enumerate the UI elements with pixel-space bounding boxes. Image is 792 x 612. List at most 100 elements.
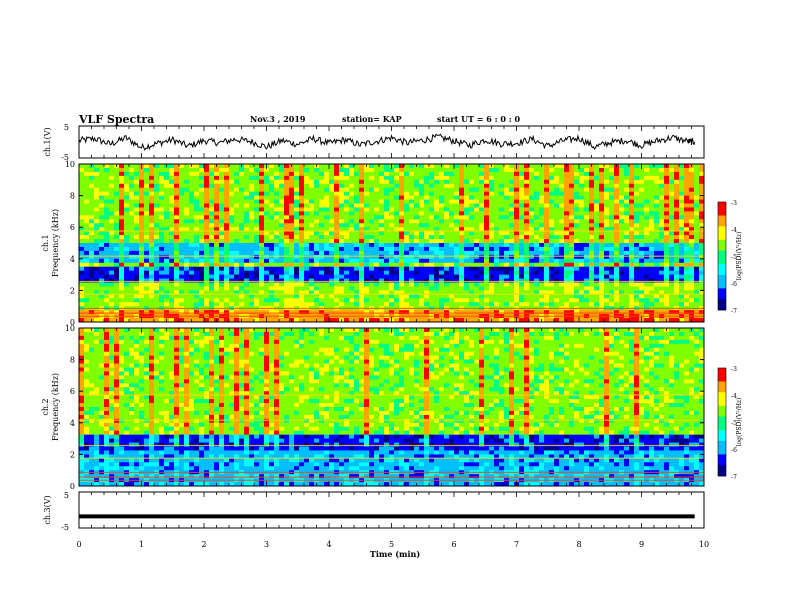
spectrogram-cell [249, 290, 255, 295]
spectrogram-cell [199, 243, 205, 248]
spectrogram-cell [289, 179, 295, 185]
spectrogram-cell [224, 294, 230, 299]
spectrogram-cell [319, 243, 325, 248]
spectrogram-cell [409, 298, 415, 303]
spectrogram-cell [344, 235, 350, 240]
spectrogram-cell [354, 310, 360, 315]
spectrogram-cell [424, 167, 430, 173]
spectrogram-cell [674, 310, 680, 315]
spectrogram-cell [204, 215, 210, 220]
spectrogram-cell [554, 227, 560, 232]
spectrogram-cell [474, 203, 480, 208]
spectrogram-cell [114, 219, 120, 224]
spectrogram-cell [294, 191, 300, 196]
spectrogram-cell [344, 298, 350, 303]
spectrogram-cell [564, 250, 570, 256]
spectrogram-cell [544, 239, 550, 244]
spectrogram-cell [129, 282, 135, 287]
spectrogram-cell [154, 278, 160, 283]
spectrogram-cell [619, 183, 625, 189]
spectrogram-cell [279, 195, 285, 200]
spectrogram-cell [174, 266, 180, 272]
spectrogram-cell [619, 179, 625, 185]
spectrogram-cell [309, 290, 315, 295]
spectrogram-cell [544, 286, 550, 291]
spectrogram-cell [334, 215, 340, 220]
spectrogram-cell [639, 258, 645, 264]
spectrogram-cell [104, 290, 110, 295]
spectrogram-cell [504, 262, 510, 268]
spectrogram-cell [209, 183, 215, 189]
spectrogram-cell [664, 254, 670, 260]
spectrogram-cell [79, 262, 85, 268]
spectrogram-cell [94, 211, 100, 216]
spectrogram-cell [404, 274, 410, 279]
spectrogram-cell [679, 298, 685, 303]
spectrogram-cell [119, 290, 125, 295]
spectrogram-cell [644, 278, 650, 283]
spectrogram-cell [354, 262, 360, 268]
spectrogram-cell [194, 175, 200, 181]
spectrogram-cell [684, 211, 690, 216]
spectrogram-cell [194, 231, 200, 236]
spectrogram-cell [354, 179, 360, 185]
spectrogram-cell [384, 227, 390, 232]
spectrogram-cell [429, 246, 435, 252]
spectrogram-cell [119, 239, 125, 244]
spectrogram-cell [284, 164, 290, 169]
spectrogram-cell [639, 183, 645, 189]
spectrogram-cell [499, 207, 505, 212]
spectrogram-cell [439, 294, 445, 299]
spectrogram-cell [84, 246, 90, 252]
spectrogram-cell [574, 211, 580, 216]
spectrogram-cell [339, 195, 345, 200]
spectrogram-cell [169, 171, 175, 177]
spectrogram-cell [359, 191, 365, 196]
spectrogram-cell [354, 318, 360, 323]
spectrogram-cell [319, 179, 325, 185]
spectrogram-cell [164, 195, 170, 200]
spectrogram-cell [679, 207, 685, 212]
spectrogram-cell [119, 310, 125, 315]
spectrogram-cell [684, 250, 690, 256]
spectrogram-cell [104, 207, 110, 212]
spectrogram-cell [489, 191, 495, 196]
spectrogram-cell [154, 262, 160, 268]
spectrogram-cell [684, 215, 690, 220]
spectrogram-cell [574, 235, 580, 240]
spectrogram-cell [339, 239, 345, 244]
spectrogram-cell [699, 191, 705, 196]
spectrogram-cell [394, 294, 400, 299]
spectrogram-cell [564, 211, 570, 216]
spectrogram-cell [329, 262, 335, 268]
spectrogram-cell [319, 171, 325, 177]
spectrogram-cell [99, 286, 105, 291]
spectrogram-cell [414, 254, 420, 260]
spectrogram-cell [694, 274, 700, 279]
spectrogram-cell [224, 199, 230, 204]
spectrogram-cell [644, 254, 650, 260]
spectrogram-cell [459, 262, 465, 268]
spectrogram-cell [644, 294, 650, 299]
spectrogram-cell [104, 231, 110, 236]
spectrogram-cell [684, 310, 690, 315]
spectrogram-cell [684, 246, 690, 252]
spectrogram-cell [454, 199, 460, 204]
spectrogram-cell [594, 250, 600, 256]
spectrogram-cell [624, 167, 630, 173]
spectrogram-cell [599, 274, 605, 279]
spectrogram-cell [549, 310, 555, 315]
spectrogram-cell [699, 231, 705, 236]
spectrogram-cell [464, 266, 470, 272]
spectrogram-cell [594, 215, 600, 220]
spectrogram-cell [189, 227, 195, 232]
spectrogram-cell [424, 231, 430, 236]
spectrogram-cell [279, 310, 285, 315]
spectrogram-cell [79, 250, 85, 256]
spectrogram-cell [354, 239, 360, 244]
spectrogram-cell [94, 318, 100, 323]
spectrogram-cell [689, 310, 695, 315]
spectrogram-cell [159, 211, 165, 216]
spectrogram-cell [689, 294, 695, 299]
